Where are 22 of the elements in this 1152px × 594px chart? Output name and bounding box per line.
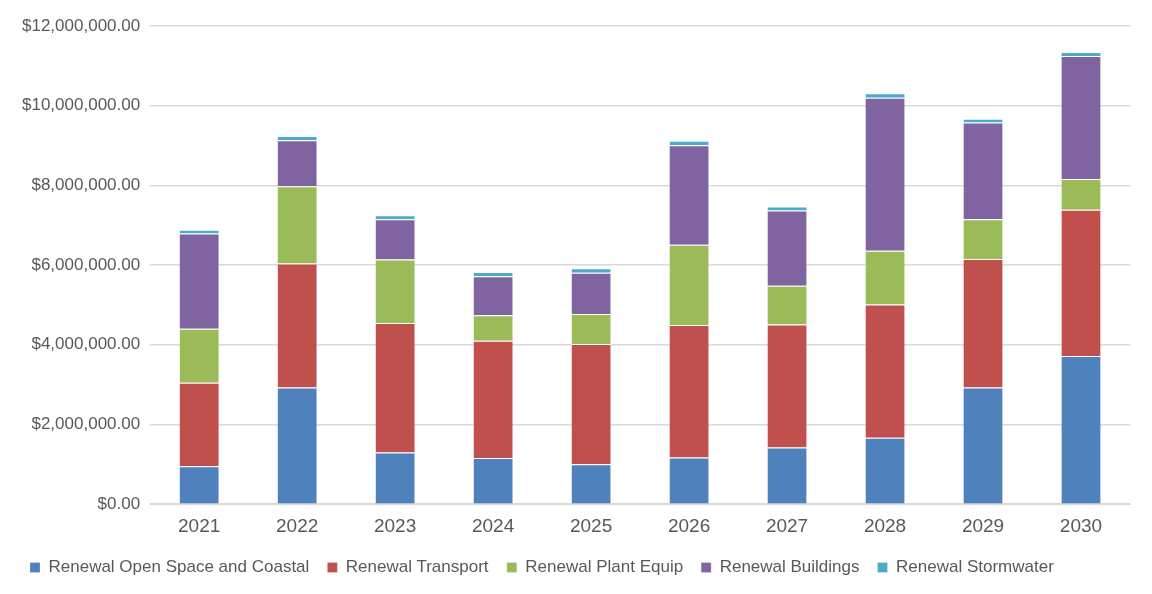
x-tick-label: 2028 — [863, 514, 907, 536]
x-tick-label: 2027 — [765, 514, 809, 536]
x-tick-label: 2029 — [961, 514, 1005, 536]
y-tick-label: $4,000,000.00 — [31, 334, 141, 354]
y-tick-label: $8,000,000.00 — [31, 175, 141, 195]
y-tick-label: $2,000,000.00 — [31, 414, 141, 434]
x-tick-label: 2026 — [667, 514, 711, 536]
x-tick-label: 2021 — [178, 514, 221, 536]
x-tick-label: 2025 — [569, 514, 613, 536]
legend-label: Renewal Plant Equip — [525, 557, 684, 577]
y-tick-label: $12,000,000.00 — [22, 15, 141, 35]
x-tick-label: 2023 — [373, 514, 417, 536]
x-tick-label: 2024 — [471, 514, 515, 536]
y-tick-label: $0.00 — [97, 493, 141, 513]
x-tick-label: 2030 — [1059, 514, 1103, 536]
legend-label: Renewal Open Space and Coastal — [48, 557, 310, 577]
legend-label: Renewal Transport — [345, 557, 489, 577]
legend-label: Renewal Buildings — [719, 557, 860, 577]
y-tick-label: $10,000,000.00 — [22, 95, 141, 115]
x-tick-label: 2022 — [276, 514, 319, 536]
legend-label: Renewal Stormwater — [896, 557, 1055, 577]
y-tick-label: $6,000,000.00 — [31, 254, 141, 274]
